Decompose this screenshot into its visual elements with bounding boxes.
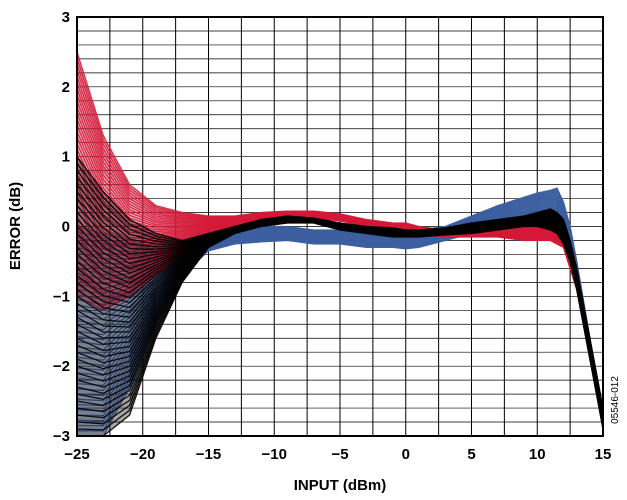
y-tick-label: 0	[62, 219, 70, 236]
series-layer	[77, 51, 603, 436]
y-axis-label: ERROR (dB)	[7, 182, 24, 270]
figure-id: 05546-012	[610, 376, 621, 424]
x-tick-label: 10	[529, 446, 546, 463]
series-3	[77, 156, 603, 436]
x-axis-label: INPUT (dBm)	[294, 477, 387, 494]
y-tick-label: 3	[62, 9, 70, 26]
y-tick-labels: −3 −2 −1 0 1 2 3	[53, 9, 70, 445]
plot-frame	[76, 16, 604, 437]
y-tick-label: −2	[53, 358, 70, 375]
x-tick-label: 5	[467, 446, 475, 463]
x-tick-label: −25	[64, 446, 89, 463]
series-trace	[77, 156, 603, 409]
x-tick-label: −20	[130, 446, 155, 463]
x-tick-label: −5	[331, 446, 348, 463]
y-tick-label: −1	[53, 288, 70, 305]
y-tick-label: 1	[62, 149, 70, 166]
x-tick-labels: −25 −20 −15 −10 −5 0 5 10 15	[64, 446, 611, 463]
y-tick-label: −3	[53, 428, 70, 445]
x-tick-label: 0	[402, 446, 410, 463]
y-tick-label: 2	[62, 79, 70, 96]
x-tick-label: 15	[595, 446, 612, 463]
x-tick-label: −15	[196, 446, 221, 463]
x-tick-label: −10	[262, 446, 287, 463]
